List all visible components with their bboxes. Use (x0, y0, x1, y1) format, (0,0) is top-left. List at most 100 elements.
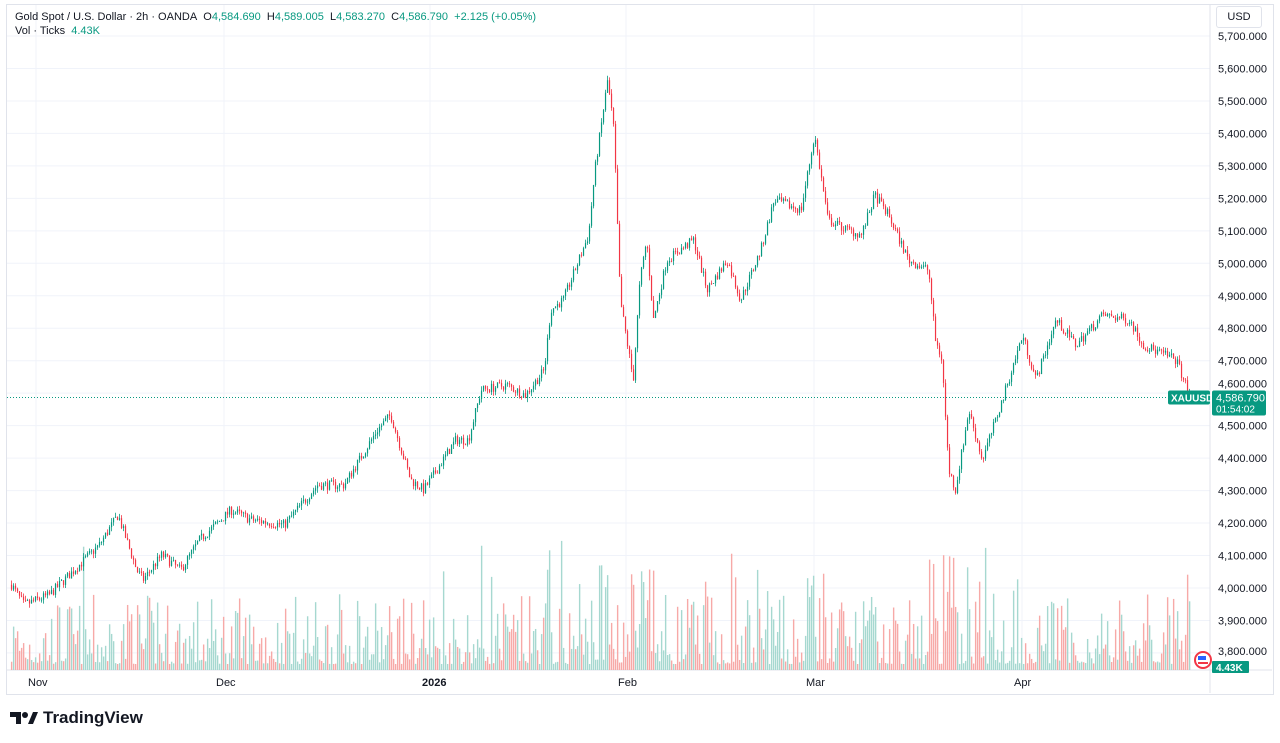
volume-bar (1144, 640, 1147, 670)
candle-body (774, 202, 777, 204)
volume-bar (816, 661, 819, 670)
candle-body (190, 549, 193, 555)
candle-body (338, 483, 341, 488)
candle-body (478, 398, 481, 404)
volume-bar (1038, 615, 1041, 670)
volume-bar (314, 602, 317, 670)
volume-bar (700, 663, 703, 670)
candle-body (56, 583, 59, 588)
y-tick-label: 5,000.000 (1218, 258, 1267, 270)
candle-body (492, 383, 495, 392)
candle-body (320, 485, 323, 490)
candle-body (1084, 334, 1087, 342)
candle-body (264, 521, 267, 524)
candle-body (692, 237, 695, 241)
candle-body (570, 280, 573, 287)
volume-bar (1032, 663, 1035, 670)
volume-bar (1108, 655, 1111, 670)
candle-body (496, 382, 499, 388)
ticker-tag (1168, 390, 1210, 405)
candle-body (870, 208, 873, 213)
candle-body (130, 548, 133, 558)
volume-bar (138, 614, 141, 670)
x-tick-label: Mar (806, 677, 825, 689)
volume-bar (14, 638, 17, 670)
volume-bar (516, 620, 519, 670)
candle-body (732, 275, 735, 277)
candle-body (280, 523, 283, 525)
candle-body (1054, 320, 1057, 327)
volume-bar (900, 663, 903, 670)
volume-bar (188, 635, 191, 670)
volume-bar (1056, 608, 1059, 670)
volume-bar (272, 658, 275, 670)
candle-body (664, 270, 667, 272)
tradingview-logo[interactable]: TradingView (10, 708, 143, 728)
volume-bar (438, 648, 441, 670)
volume-bar (520, 596, 523, 670)
volume-bar (1060, 605, 1063, 670)
volume-bar (602, 659, 605, 670)
candle-body (1094, 327, 1097, 331)
candle-body (828, 213, 831, 218)
candle-body (204, 537, 207, 540)
candle-body (926, 265, 929, 271)
candle-body (458, 439, 461, 445)
candle-body (300, 500, 303, 506)
volume-bar (988, 630, 991, 670)
volume-bar (1076, 660, 1079, 670)
candle-body (974, 427, 977, 439)
volume-bar (324, 626, 327, 670)
volume-bar (236, 612, 239, 670)
candle-body (858, 233, 861, 238)
volume-bar (276, 622, 279, 670)
volume-bar (748, 615, 751, 670)
volume-bar (110, 633, 113, 670)
currency-button[interactable]: USD (1216, 6, 1262, 28)
volume-bar (130, 614, 133, 670)
volume-bar (264, 637, 267, 670)
volume-bar (932, 563, 935, 670)
volume-bar (990, 637, 993, 670)
volume-bar (1148, 625, 1151, 670)
symbol-title[interactable]: Gold Spot / U.S. Dollar · 2h · OANDA (15, 11, 198, 23)
candle-body (134, 559, 137, 568)
volume-bar (208, 648, 211, 670)
candle-body (32, 599, 35, 601)
volume-bar (452, 618, 455, 670)
volume-bar (284, 608, 287, 670)
volume-bar (46, 660, 49, 670)
y-tick-label: 5,200.000 (1218, 193, 1267, 205)
candle-body (418, 487, 421, 490)
y-tick-label: 4,400.000 (1218, 453, 1267, 465)
candle-body (122, 526, 125, 529)
candle-body (532, 385, 535, 390)
candle-body (572, 269, 575, 281)
candle-body (466, 438, 469, 445)
candle-body (924, 265, 927, 267)
volume-bar (680, 610, 683, 670)
volume-bar (708, 642, 711, 670)
candle-body (566, 284, 569, 290)
candle-body (1046, 345, 1049, 355)
candle-body (82, 557, 85, 567)
volume-bar (944, 631, 947, 670)
volume-bar (82, 546, 85, 670)
chart-frame (6, 4, 1274, 695)
volume-bar (888, 629, 891, 670)
candle-body (1052, 326, 1055, 335)
volume-label[interactable]: Vol · Ticks (15, 25, 66, 37)
volume-bar (558, 608, 561, 670)
candle-body (958, 469, 961, 481)
candle-body (540, 369, 543, 378)
candle-body (224, 511, 227, 521)
volume-bar (598, 565, 601, 670)
volume-bar (650, 651, 653, 670)
volume-bar (104, 645, 107, 670)
volume-bar (434, 646, 437, 670)
volume-bar (44, 633, 47, 670)
candle-body (908, 256, 911, 264)
last-price-label: 4,586.790 (1216, 392, 1265, 404)
candle-body (1150, 344, 1153, 351)
